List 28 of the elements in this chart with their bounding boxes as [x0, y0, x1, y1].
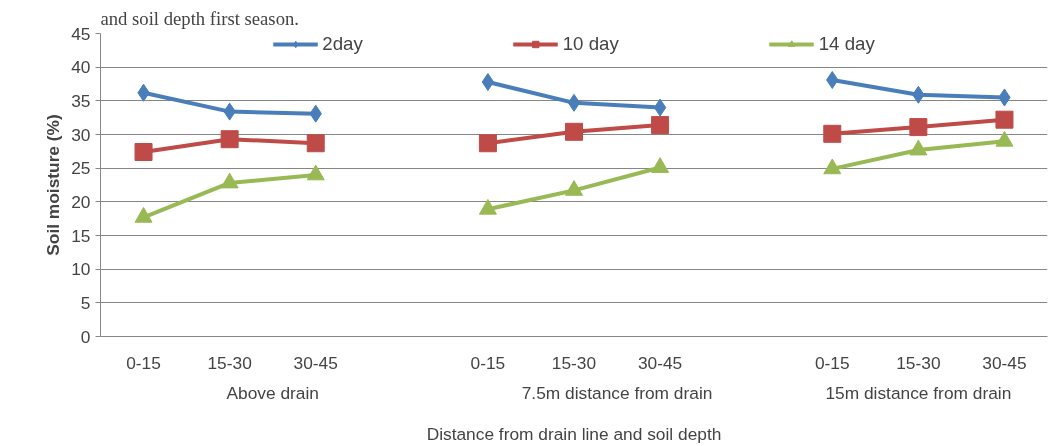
- x-axis-title: Distance from drain line and soil depth: [426, 423, 722, 444]
- y-tick-label: 0: [80, 326, 91, 347]
- y-tick-label: 20: [71, 191, 91, 212]
- x-tick-label: 0-15: [814, 352, 850, 373]
- text: Above drain: [226, 382, 319, 403]
- y-tick-label: 25: [71, 158, 91, 179]
- y-tick-label: 45: [71, 23, 91, 44]
- text: 7.5m distance from drain: [521, 382, 713, 403]
- y-tick-label: 40: [71, 57, 91, 78]
- y-tick-label: 35: [71, 90, 91, 111]
- legend-label: 2day: [322, 33, 363, 55]
- x-tick-label: 15-30: [207, 352, 252, 373]
- text: 15m distance from drain: [825, 382, 1012, 403]
- x-tick-label: 0-15: [126, 352, 161, 373]
- y-tick-label: 15: [71, 225, 91, 246]
- y-tick-label: 30: [71, 124, 91, 145]
- x-tick-label: 30-45: [637, 352, 683, 373]
- x-tick-label: 30-45: [293, 352, 338, 373]
- x-tick-label: 15-30: [896, 352, 941, 373]
- legend-label: 14 day: [818, 33, 875, 55]
- y-axis-title: Soil moisture (%): [43, 114, 64, 256]
- x-tick-label: 15-30: [551, 352, 597, 373]
- y-tick-label: 10: [71, 259, 91, 280]
- legend-label: 10 day: [562, 33, 619, 55]
- text: and soil depth first season.: [100, 7, 299, 29]
- x-tick-label: 0-15: [470, 352, 506, 373]
- y-tick-label: 5: [80, 292, 91, 313]
- x-tick-label: 30-45: [982, 352, 1027, 373]
